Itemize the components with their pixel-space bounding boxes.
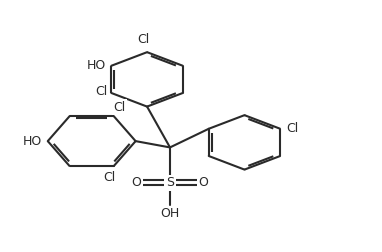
Text: O: O bbox=[131, 176, 141, 189]
Text: S: S bbox=[166, 176, 174, 189]
Text: O: O bbox=[199, 176, 209, 189]
Text: Cl: Cl bbox=[137, 33, 149, 46]
Text: HO: HO bbox=[23, 135, 42, 148]
Text: OH: OH bbox=[160, 207, 180, 220]
Text: Cl: Cl bbox=[95, 85, 107, 98]
Text: Cl: Cl bbox=[286, 122, 298, 135]
Text: Cl: Cl bbox=[114, 101, 126, 113]
Text: Cl: Cl bbox=[104, 171, 116, 184]
Text: HO: HO bbox=[86, 59, 105, 72]
